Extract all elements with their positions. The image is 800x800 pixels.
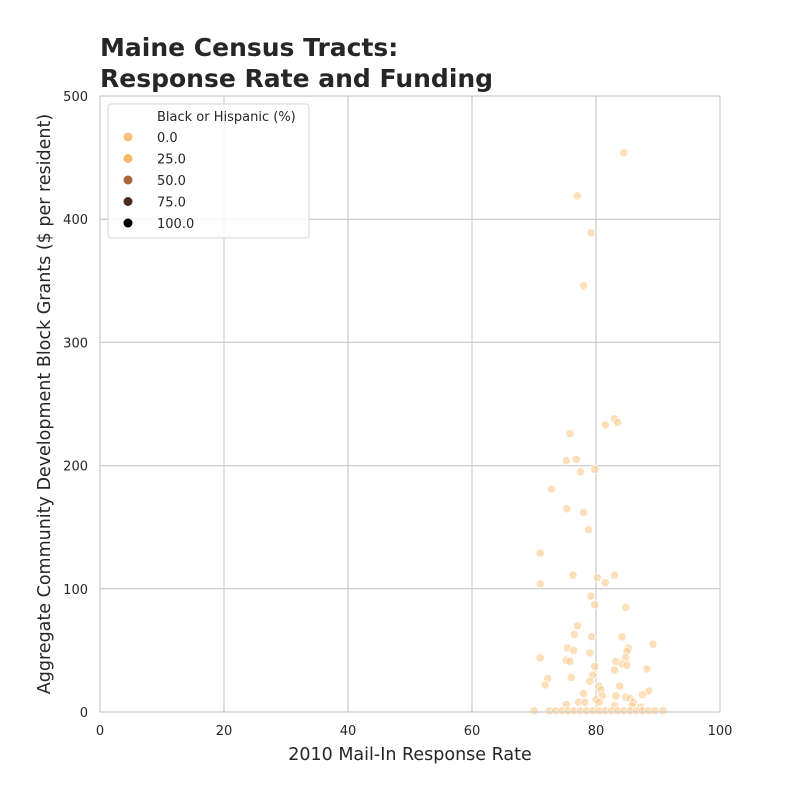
data-point — [583, 525, 594, 535]
data-point — [546, 484, 556, 494]
legend-marker — [123, 132, 133, 142]
grid — [100, 96, 720, 712]
x-tick-label: 40 — [340, 724, 357, 739]
data-point — [621, 602, 631, 612]
legend-item-label: 25.0 — [157, 153, 186, 168]
data-point — [637, 690, 648, 700]
y-tick-label: 300 — [63, 336, 88, 351]
y-tick-label: 100 — [63, 583, 88, 598]
data-point — [561, 456, 571, 466]
x-tick-label: 80 — [588, 724, 605, 739]
data-point — [614, 681, 625, 691]
data-point — [600, 578, 610, 588]
data-point — [600, 420, 610, 430]
data-point — [566, 672, 576, 683]
data-point — [587, 632, 597, 642]
data-point — [580, 697, 590, 707]
y-tick-label: 500 — [63, 90, 88, 105]
data-point — [622, 660, 632, 670]
data-point — [594, 697, 604, 707]
x-tick-label: 0 — [96, 724, 104, 739]
data-point — [565, 656, 575, 667]
data-point — [572, 621, 583, 631]
data-point — [586, 228, 596, 238]
x-tick-label: 60 — [464, 724, 481, 739]
x-tick-label: 100 — [708, 724, 733, 739]
data-point — [586, 591, 596, 601]
data-point — [529, 706, 539, 716]
legend-item-label: 0.0 — [157, 131, 178, 146]
data-point — [590, 464, 600, 474]
data-point — [572, 191, 583, 201]
data-point — [578, 507, 589, 518]
legend: Black or Hispanic (%) 0.0 25.0 50.0 75.0 100… — [107, 103, 310, 239]
data-point — [535, 653, 545, 663]
data-point — [590, 600, 600, 610]
data-point — [535, 579, 545, 589]
data-point — [585, 648, 595, 658]
data-point — [540, 680, 550, 690]
data-point — [565, 428, 575, 439]
y-tick-label: 0 — [80, 706, 88, 721]
data-point — [568, 570, 578, 580]
data-point — [562, 504, 572, 514]
data-point — [609, 665, 620, 675]
legend-title: Black or Hispanic (%) — [157, 110, 296, 125]
data-point — [592, 573, 602, 583]
chart-title: Maine Census Tracts: Response Rate and F… — [100, 32, 493, 94]
data-point — [571, 454, 581, 465]
legend-marker — [123, 197, 133, 206]
y-axis-label: Aggregate Community Development Block Gr… — [35, 114, 55, 694]
legend-box — [107, 103, 310, 239]
data-point — [617, 632, 627, 642]
data-point — [609, 570, 620, 580]
legend-marker — [123, 154, 133, 163]
data-point — [578, 688, 589, 699]
data-point — [619, 148, 629, 158]
data-point — [575, 467, 586, 477]
x-tick-label: 20 — [216, 724, 233, 739]
data-point — [569, 645, 579, 656]
legend-item-label: 75.0 — [157, 196, 186, 211]
chart-title-line-2: Response Rate and Funding — [100, 64, 494, 93]
data-point — [658, 706, 668, 716]
x-axis-label: 2010 Mail-In Response Rate — [288, 745, 532, 765]
y-tick-label: 400 — [63, 213, 88, 228]
data-points — [529, 148, 668, 716]
data-point — [569, 629, 579, 639]
data-point — [578, 281, 589, 291]
data-point — [535, 548, 545, 558]
x-axis-ticks: 0 20 40 60 80 100 — [96, 724, 733, 739]
data-point — [590, 661, 600, 672]
legend-marker — [123, 218, 133, 228]
plot-frame — [99, 95, 721, 713]
data-point — [613, 417, 623, 428]
data-point — [650, 706, 660, 716]
legend-items: 0.0 25.0 50.0 75.0 100.0 — [123, 131, 194, 232]
chart-title-line-1: Maine Census Tracts: — [100, 33, 399, 62]
data-point — [585, 676, 595, 686]
legend-marker — [123, 175, 133, 185]
legend-item-label: 50.0 — [157, 174, 186, 189]
legend-item-label: 100.0 — [157, 217, 194, 232]
data-point — [648, 639, 658, 649]
data-point — [611, 691, 621, 701]
data-point — [642, 664, 652, 674]
y-tick-label: 200 — [63, 460, 88, 475]
y-axis-ticks: 0 100 200 300 400 500 — [63, 90, 88, 721]
